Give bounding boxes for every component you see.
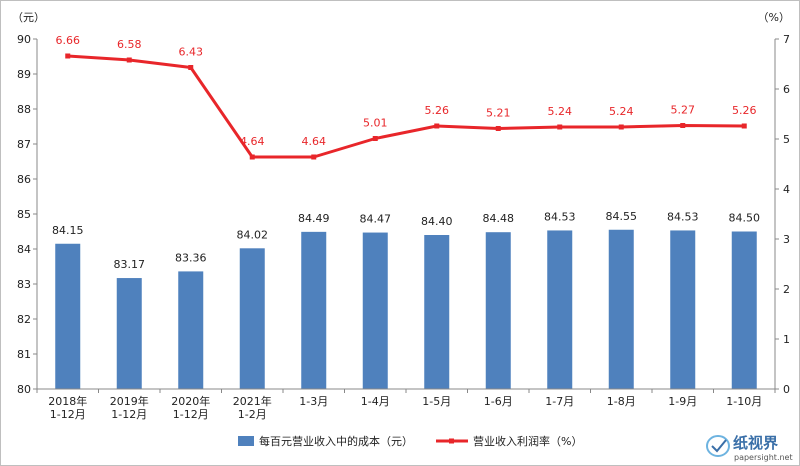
left-axis: 80 81 82 83 84 85 86 87 88 89 90	[17, 33, 38, 396]
left-tick-label: 82	[17, 313, 31, 326]
line-point	[495, 126, 501, 131]
line-data-label: 5.21	[486, 107, 511, 120]
x-tick-label: 1-3月	[299, 395, 328, 408]
line-point	[741, 123, 747, 129]
bar-data-label: 83.17	[114, 258, 146, 271]
x-tick-label: 2019年 1-12月	[110, 394, 149, 421]
line-data-label: 6.43	[179, 46, 204, 59]
line-point	[557, 124, 563, 130]
bar-data-label: 84.48	[483, 212, 515, 225]
left-tick-label: 88	[17, 103, 31, 116]
x-tick-label: 1-10月	[726, 395, 762, 408]
line-path	[67, 54, 745, 159]
line-point	[126, 57, 132, 63]
right-tick-label: 6	[783, 83, 790, 96]
legend-line-label: 营业收入利润率（%）	[473, 434, 582, 448]
line-point	[680, 123, 686, 128]
x-tick-label: 1-8月	[607, 395, 636, 408]
line-point	[249, 154, 255, 160]
legend-line-marker	[449, 438, 454, 444]
line-data-label: 5.26	[425, 104, 450, 117]
line-point	[434, 123, 440, 129]
right-tick-label: 3	[783, 233, 790, 246]
watermark: 纸视界 papersight.net	[706, 434, 793, 462]
x-tick-label: 2020年 1-12月	[171, 394, 210, 421]
left-tick-label: 89	[17, 68, 31, 81]
x-tick-label: 1-6月	[484, 395, 513, 408]
bar	[608, 229, 634, 389]
left-axis-unit: （元）	[12, 11, 45, 24]
line-data-label: 5.24	[548, 105, 573, 118]
right-tick-label: 5	[783, 133, 790, 146]
bar	[239, 248, 265, 389]
left-tick-label: 87	[17, 138, 31, 151]
x-tick-label: 1-4月	[361, 395, 390, 408]
bar	[178, 271, 204, 389]
right-tick-label: 7	[783, 33, 790, 46]
line-data-label: 5.27	[671, 104, 696, 117]
line-point	[372, 136, 378, 141]
bar	[485, 232, 511, 389]
bar	[301, 231, 327, 389]
left-tick-label: 90	[17, 33, 31, 46]
left-tick-label: 86	[17, 173, 31, 186]
x-tick-label: 2021年 1-2月	[233, 394, 272, 421]
line-data-label: 4.64	[240, 135, 265, 148]
bar	[362, 232, 388, 389]
legend-bar-label: 每百元营业收入中的成本（元）	[259, 434, 413, 448]
x-tick-label: 1-7月	[545, 395, 574, 408]
line-series: 6.66 6.58 6.43 4.64 4.64 5.01 5.26 5.21 5.24 5.24…	[56, 34, 757, 160]
bar	[55, 243, 81, 389]
line-point	[188, 65, 194, 70]
watermark-logo-icon	[706, 435, 730, 457]
line-data-label: 6.58	[117, 38, 142, 51]
right-tick-label: 2	[783, 283, 790, 296]
bar-data-label: 84.55	[606, 210, 638, 223]
bar-data-label: 84.02	[237, 228, 269, 241]
bar-series: 84.15 83.17 83.36 84.02 84.49 84.47 84.40 84.48…	[52, 210, 760, 389]
bar-data-label: 84.53	[544, 210, 576, 223]
legend-bar-swatch	[238, 436, 254, 446]
bar	[670, 230, 696, 389]
left-tick-label: 83	[17, 278, 31, 291]
watermark-sub: papersight.net	[734, 453, 793, 462]
x-axis: 2018年 1-12月 2019年 1-12月 2020年 1-12月 2021年 1-2月 1…	[36, 388, 776, 421]
bar	[116, 278, 142, 389]
bar-data-label: 84.50	[729, 212, 761, 225]
left-tick-label: 81	[17, 348, 31, 361]
line-data-label: 6.66	[56, 34, 81, 47]
line-data-label: 5.01	[363, 117, 388, 130]
right-tick-label: 0	[783, 383, 790, 396]
x-tick-label: 1-9月	[668, 395, 697, 408]
bar	[424, 235, 450, 389]
bar-data-label: 83.36	[175, 251, 207, 264]
left-tick-label: 80	[17, 383, 31, 396]
bar-data-label: 84.40	[421, 215, 453, 228]
x-tick-label: 1-5月	[422, 395, 451, 408]
bar-data-label: 84.15	[52, 224, 84, 237]
right-tick-label: 4	[783, 183, 790, 196]
right-axis-unit: （%）	[758, 11, 790, 24]
bar-data-label: 84.53	[667, 210, 699, 223]
line-point	[618, 124, 624, 130]
right-axis: 0 1 2 3 4 5 6 7	[774, 33, 790, 396]
line-point	[65, 53, 71, 59]
bar-data-label: 84.49	[298, 212, 330, 225]
line-data-label: 4.64	[302, 135, 327, 148]
line-data-label: 5.26	[732, 104, 757, 117]
left-tick-label: 84	[17, 243, 31, 256]
line-point	[311, 154, 317, 160]
watermark-text: 纸视界	[733, 434, 778, 452]
legend: 每百元营业收入中的成本（元） 营业收入利润率（%）	[238, 434, 582, 448]
bar-data-label: 84.47	[360, 213, 392, 226]
left-tick-label: 85	[17, 208, 31, 221]
line-data-label: 5.24	[609, 105, 634, 118]
bar	[731, 231, 757, 389]
right-tick-label: 1	[783, 333, 790, 346]
x-tick-label: 2018年 1-12月	[48, 394, 87, 421]
watermark-check-icon	[711, 439, 727, 453]
bar	[547, 230, 573, 389]
